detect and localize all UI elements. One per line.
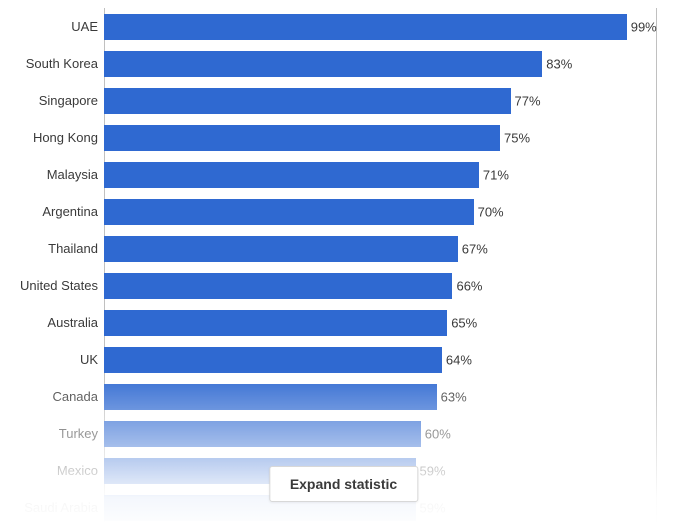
bar[interactable]: 67% [104, 236, 458, 262]
bar[interactable]: 63% [104, 384, 437, 410]
bar[interactable]: 64% [104, 347, 442, 373]
category-label: Australia [0, 315, 98, 331]
value-label: 75% [504, 130, 530, 145]
category-label: Hong Kong [0, 130, 98, 146]
chart-row: Singapore 77% [0, 82, 662, 119]
value-label: 65% [451, 315, 477, 330]
expand-statistic-button[interactable]: Expand statistic [269, 466, 418, 502]
bar[interactable]: 66% [104, 273, 452, 299]
category-label: Malaysia [0, 167, 98, 183]
bar-slot: 66% [104, 273, 632, 299]
bar-slot: 60% [104, 421, 632, 447]
value-label: 67% [462, 241, 488, 256]
value-label: 63% [441, 389, 467, 404]
bar-slot: 83% [104, 51, 632, 77]
category-label: South Korea [0, 56, 98, 72]
chart-row: Canada 63% [0, 378, 662, 415]
bar[interactable]: 83% [104, 51, 542, 77]
bar[interactable]: 71% [104, 162, 479, 188]
chart-row: Australia 65% [0, 304, 662, 341]
chart-row: Thailand 67% [0, 230, 662, 267]
category-label: Turkey [0, 426, 98, 442]
value-label: 99% [631, 19, 657, 34]
chart-row: Argentina 70% [0, 193, 662, 230]
category-label: United States [0, 278, 98, 294]
bar[interactable]: 60% [104, 421, 421, 447]
bar[interactable]: 70% [104, 199, 474, 225]
chart-row: UAE 99% [0, 8, 662, 45]
chart-row: Hong Kong 75% [0, 119, 662, 156]
chart-row: UK 64% [0, 341, 662, 378]
bar-slot: 64% [104, 347, 632, 373]
value-label: 59% [420, 463, 446, 478]
category-label: Singapore [0, 93, 98, 109]
value-label: 59% [420, 500, 446, 515]
category-label: Saudi Arabia [0, 500, 98, 516]
value-label: 83% [546, 56, 572, 71]
value-label: 77% [515, 93, 541, 108]
value-label: 64% [446, 352, 472, 367]
bar[interactable]: 65% [104, 310, 447, 336]
value-label: 66% [456, 278, 482, 293]
category-label: Thailand [0, 241, 98, 257]
bar-slot: 63% [104, 384, 632, 410]
bar-slot: 99% [104, 14, 632, 40]
category-label: Canada [0, 389, 98, 405]
bar-rows: UAE 99% South Korea 83% Singapore 77% Hong Kon… [0, 8, 662, 526]
chart-container: UAE 99% South Korea 83% Singapore 77% Hong Kon… [0, 0, 687, 530]
chart-row: South Korea 83% [0, 45, 662, 82]
chart-row: Malaysia 71% [0, 156, 662, 193]
bar-slot: 77% [104, 88, 632, 114]
bar[interactable]: 75% [104, 125, 500, 151]
value-label: 60% [425, 426, 451, 441]
chart-row: Turkey 60% [0, 415, 662, 452]
bar-slot: 75% [104, 125, 632, 151]
bar[interactable]: 77% [104, 88, 511, 114]
bar-slot: 71% [104, 162, 632, 188]
value-label: 71% [483, 167, 509, 182]
category-label: Argentina [0, 204, 98, 220]
bar-slot: 70% [104, 199, 632, 225]
bar-slot: 65% [104, 310, 632, 336]
category-label: Mexico [0, 463, 98, 479]
bar-slot: 67% [104, 236, 632, 262]
category-label: UAE [0, 19, 98, 35]
value-label: 70% [478, 204, 504, 219]
category-label: UK [0, 352, 98, 368]
bar[interactable]: 99% [104, 14, 627, 40]
chart-row: United States 66% [0, 267, 662, 304]
